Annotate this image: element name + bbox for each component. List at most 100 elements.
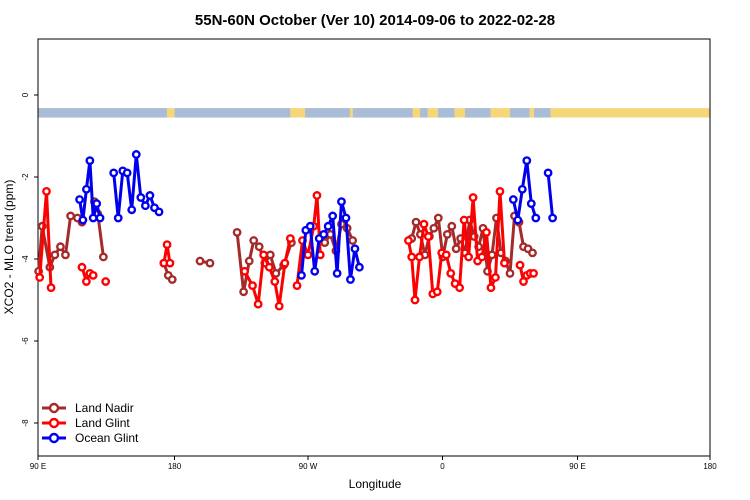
ocean-band-segment	[465, 108, 491, 118]
data-point	[162, 240, 172, 250]
data-point	[95, 213, 105, 223]
ocean-band-segment	[174, 108, 291, 118]
data-point	[446, 268, 456, 278]
data-point	[355, 262, 364, 272]
data-point	[244, 256, 254, 266]
series-ocean-glint	[75, 150, 557, 284]
data-point	[292, 281, 302, 291]
data-point	[433, 213, 443, 223]
data-point	[337, 197, 346, 207]
data-point	[77, 262, 87, 272]
data-point	[415, 252, 424, 262]
data-point	[519, 277, 528, 286]
data-point	[429, 223, 439, 233]
series-layer	[34, 150, 557, 311]
data-point	[92, 199, 102, 209]
data-point	[515, 260, 525, 270]
data-point	[410, 295, 420, 305]
data-point	[348, 236, 358, 245]
y-tick-label: -4	[21, 255, 30, 263]
data-point	[264, 262, 274, 272]
ocean-band-segment	[305, 108, 350, 118]
data-point	[491, 273, 500, 282]
data-point	[442, 229, 452, 239]
x-tick-label: 90 W	[299, 462, 318, 471]
data-point	[265, 250, 275, 260]
data-point	[323, 221, 333, 231]
data-point	[423, 232, 433, 241]
land-ocean-band	[38, 108, 710, 118]
data-point	[477, 252, 487, 262]
data-point	[522, 156, 532, 166]
data-point	[81, 184, 91, 194]
data-point	[312, 191, 322, 200]
y-tick-label: -2	[21, 173, 30, 181]
data-point	[35, 273, 45, 282]
data-point	[508, 195, 518, 204]
data-point	[285, 234, 295, 243]
data-point	[459, 215, 469, 225]
y-axis-label: XCO2 - MLO trend (ppm)	[2, 180, 16, 315]
data-point	[136, 193, 146, 202]
x-tick-label: 180	[703, 462, 717, 471]
data-point	[248, 281, 257, 291]
data-point	[109, 168, 119, 178]
data-point	[259, 250, 269, 260]
data-point	[505, 268, 515, 278]
data-point	[350, 244, 360, 254]
data-point	[145, 191, 155, 200]
data-point	[528, 248, 537, 258]
data-point	[270, 277, 280, 286]
y-tick-label: 0	[21, 92, 30, 97]
data-point	[88, 270, 98, 280]
data-point	[486, 283, 496, 293]
ocean-band-segment	[438, 108, 455, 118]
data-point	[441, 250, 451, 260]
chart-title: 55N-60N October (Ver 10) 2014-09-06 to 2…	[195, 12, 555, 29]
data-point	[526, 199, 536, 209]
data-point	[167, 275, 177, 284]
data-point	[543, 168, 553, 178]
data-point	[531, 213, 541, 223]
ocean-band-segment	[420, 108, 428, 118]
legend-marker	[48, 432, 60, 444]
data-point	[404, 236, 413, 245]
data-point	[319, 229, 329, 239]
data-point	[513, 215, 523, 225]
data-point	[85, 156, 95, 166]
ocean-band-segment	[534, 108, 551, 118]
data-point	[122, 168, 132, 178]
data-point	[140, 201, 150, 211]
x-tick-label: 180	[168, 462, 182, 471]
data-point	[113, 213, 123, 223]
data-point	[56, 242, 65, 252]
x-tick-label: 90 E	[30, 462, 46, 471]
data-point	[127, 205, 137, 215]
data-point	[411, 217, 421, 227]
y-tick-label: -8	[21, 419, 30, 427]
data-point	[253, 299, 263, 309]
data-point	[517, 184, 527, 194]
data-point	[455, 283, 464, 293]
data-point	[310, 266, 320, 276]
data-point	[232, 227, 242, 237]
data-point	[66, 211, 76, 221]
data-point	[75, 195, 84, 204]
legend-marker	[48, 417, 60, 429]
legend-label: Land Glint	[75, 416, 130, 430]
data-point	[42, 186, 51, 196]
data-point	[529, 268, 538, 278]
data-point	[328, 211, 338, 221]
data-point	[78, 215, 88, 225]
legend-marker	[48, 402, 60, 414]
data-point	[320, 238, 330, 248]
ocean-band-segment	[510, 108, 530, 118]
data-point	[274, 301, 284, 311]
data-point	[165, 258, 175, 268]
data-point	[468, 193, 478, 202]
data-point	[432, 287, 442, 297]
data-point	[451, 244, 461, 254]
data-point	[346, 275, 355, 284]
